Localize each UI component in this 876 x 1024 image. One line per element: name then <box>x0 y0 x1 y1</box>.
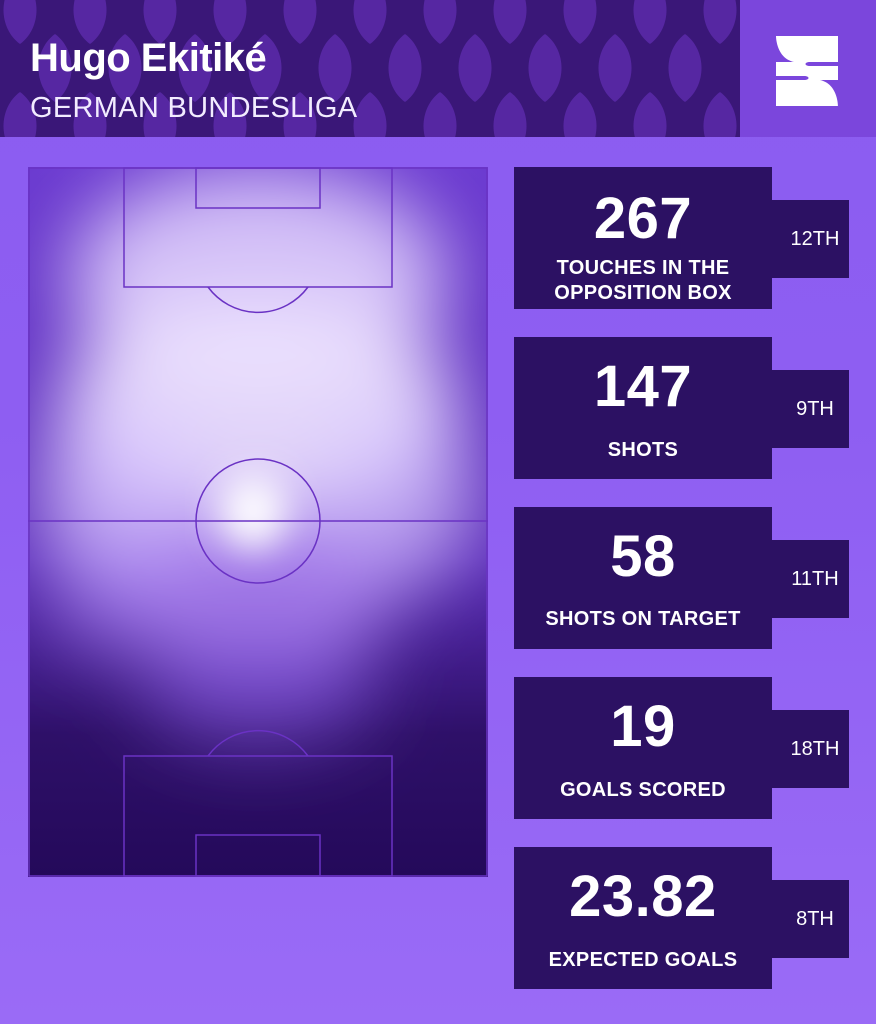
stat-label: SHOTS ON TARGET <box>514 607 772 632</box>
stat-panel: 23.82 EXPECTED GOALS <box>514 847 772 989</box>
stat-value: 23.82 <box>569 864 717 929</box>
header: Hugo Ekitiké GERMAN BUNDESLIGA <box>0 0 876 137</box>
player-name: Hugo Ekitiké <box>30 36 267 80</box>
stat-label-line: SHOTS <box>607 439 679 461</box>
stat-rank: 9TH <box>757 370 849 448</box>
stat-rank: 8TH <box>757 880 849 958</box>
stat-panel: 19 GOALS SCORED <box>514 677 772 819</box>
stat-panel: 58 SHOTS ON TARGET <box>514 507 772 649</box>
stat-label-line: TOUCHES IN THE <box>556 257 730 279</box>
stat-value: 19 <box>610 694 676 759</box>
stat-value: 58 <box>610 524 676 589</box>
stat-rank: 18TH <box>757 710 849 788</box>
stat-rank: 11TH <box>757 540 849 618</box>
stat-label-line: GOALS SCORED <box>560 779 726 801</box>
stat-value: 267 <box>593 186 693 251</box>
stat-label-line: SHOTS ON TARGET <box>545 608 741 630</box>
s-logo-icon <box>776 36 838 106</box>
stat-label: SHOTS <box>514 438 772 463</box>
stat-label: TOUCHES IN THE OPPOSITION BOX <box>514 256 772 306</box>
pitch-lines <box>28 167 488 877</box>
stat-label-line: OPPOSITION BOX <box>554 282 732 304</box>
stat-label-line: EXPECTED GOALS <box>548 949 738 971</box>
heat-zones <box>38 167 478 747</box>
stat-rank: 12TH <box>757 200 849 278</box>
stat-label: GOALS SCORED <box>514 778 772 803</box>
stat-panel: 147 SHOTS <box>514 337 772 479</box>
stat-panel: 267 TOUCHES IN THE OPPOSITION BOX <box>514 167 772 309</box>
league-name: GERMAN BUNDESLIGA <box>30 92 358 124</box>
stat-value: 147 <box>593 354 693 419</box>
heatmap-pitch <box>28 167 488 877</box>
stat-label: EXPECTED GOALS <box>514 948 772 973</box>
